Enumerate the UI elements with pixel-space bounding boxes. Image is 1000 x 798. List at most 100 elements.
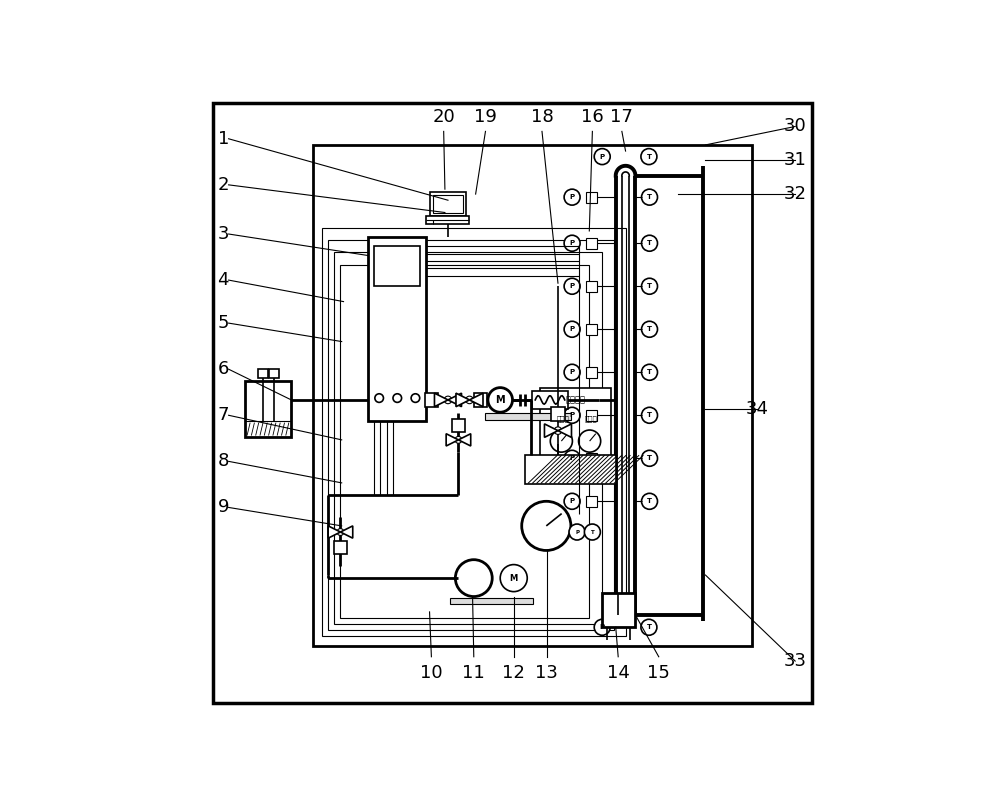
Circle shape — [564, 189, 580, 205]
Bar — [586, 409, 597, 421]
Text: T: T — [647, 194, 652, 200]
Bar — [374, 247, 420, 286]
Text: 2: 2 — [218, 176, 229, 194]
Circle shape — [564, 322, 580, 338]
Polygon shape — [434, 393, 448, 407]
Circle shape — [642, 493, 658, 509]
Polygon shape — [544, 424, 558, 437]
Circle shape — [641, 148, 657, 164]
Text: P: P — [600, 153, 605, 160]
Bar — [313, 145, 752, 646]
Circle shape — [337, 528, 344, 535]
Bar — [586, 192, 597, 203]
Text: 压力表: 压力表 — [585, 415, 597, 421]
Bar — [586, 496, 597, 507]
Circle shape — [488, 388, 513, 413]
Bar — [586, 367, 597, 377]
Circle shape — [455, 559, 492, 597]
Bar — [586, 238, 597, 249]
Text: P: P — [575, 530, 579, 535]
Bar — [425, 393, 438, 407]
Circle shape — [500, 565, 527, 591]
Circle shape — [375, 393, 383, 402]
Bar — [551, 407, 565, 421]
Bar — [433, 195, 463, 213]
Circle shape — [642, 279, 658, 294]
Text: 31: 31 — [784, 152, 807, 169]
Text: T: T — [647, 369, 652, 375]
Text: 7: 7 — [218, 406, 229, 425]
Text: T: T — [647, 283, 652, 289]
Circle shape — [642, 189, 658, 205]
Text: 19: 19 — [474, 109, 497, 127]
Circle shape — [411, 393, 420, 402]
Text: 9: 9 — [218, 499, 229, 516]
Bar — [485, 413, 571, 420]
Text: P: P — [570, 194, 575, 200]
Text: P: P — [570, 413, 575, 418]
Text: 32: 32 — [784, 185, 807, 203]
Bar — [322, 228, 626, 637]
Text: T: T — [646, 624, 651, 630]
Polygon shape — [458, 434, 471, 446]
Text: T: T — [647, 498, 652, 504]
Text: 4: 4 — [218, 271, 229, 289]
Text: P: P — [570, 369, 575, 375]
Polygon shape — [558, 424, 571, 437]
Circle shape — [564, 407, 580, 423]
Bar — [269, 369, 279, 378]
Circle shape — [642, 364, 658, 381]
Circle shape — [569, 524, 585, 540]
Circle shape — [564, 279, 580, 294]
Text: T: T — [647, 456, 652, 461]
Circle shape — [579, 430, 601, 452]
Text: 20: 20 — [432, 109, 455, 127]
Circle shape — [641, 619, 657, 635]
Text: P: P — [570, 456, 575, 461]
Text: 3: 3 — [218, 225, 229, 243]
Bar — [340, 265, 589, 618]
Text: 34: 34 — [746, 400, 769, 418]
Circle shape — [564, 493, 580, 509]
Circle shape — [564, 364, 580, 381]
Text: 15: 15 — [647, 664, 670, 682]
Text: T: T — [591, 530, 594, 535]
Polygon shape — [446, 434, 458, 446]
Text: M: M — [495, 395, 505, 405]
Text: 6: 6 — [218, 360, 229, 378]
Bar — [426, 215, 469, 223]
Bar — [586, 281, 597, 292]
Circle shape — [444, 396, 452, 404]
Text: 5: 5 — [218, 314, 229, 332]
Bar — [430, 192, 466, 215]
Circle shape — [594, 619, 610, 635]
Polygon shape — [328, 526, 340, 538]
Text: T: T — [647, 413, 652, 418]
Bar — [602, 594, 635, 627]
Text: P: P — [570, 240, 575, 247]
Text: 30: 30 — [784, 117, 807, 136]
Circle shape — [466, 396, 473, 404]
Polygon shape — [456, 393, 469, 407]
Circle shape — [594, 148, 610, 164]
Circle shape — [393, 393, 402, 402]
Text: T: T — [647, 326, 652, 332]
Text: P: P — [570, 283, 575, 289]
Bar — [532, 391, 568, 409]
Circle shape — [642, 235, 658, 251]
Text: 17: 17 — [610, 109, 633, 127]
Bar — [368, 237, 426, 421]
Polygon shape — [469, 393, 483, 407]
Text: 14: 14 — [607, 664, 630, 682]
Bar — [328, 240, 614, 630]
Text: 18: 18 — [531, 109, 553, 127]
Polygon shape — [340, 526, 353, 538]
Text: 12: 12 — [502, 664, 525, 682]
Text: 8: 8 — [218, 452, 229, 470]
Bar — [245, 381, 291, 437]
Circle shape — [550, 430, 572, 452]
Text: 控制面板: 控制面板 — [565, 396, 585, 405]
Circle shape — [554, 427, 562, 434]
Circle shape — [584, 524, 600, 540]
Circle shape — [522, 501, 571, 551]
